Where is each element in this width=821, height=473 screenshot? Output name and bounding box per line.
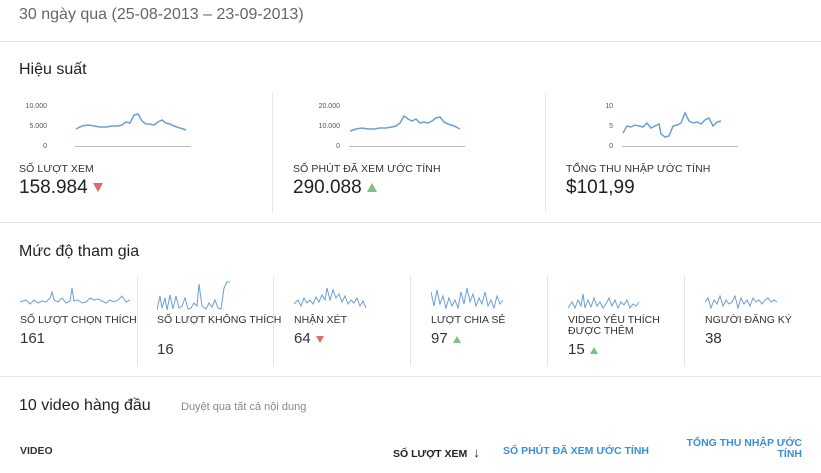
metric-label: LƯỢT CHIA SẺ — [431, 314, 506, 326]
baseline — [622, 146, 738, 147]
metric-watch-minutes[interactable]: 20.000 10.000 0 SỐ PHÚT ĐÃ XEM ƯỚC TÍNH … — [293, 92, 523, 222]
metric-earnings[interactable]: 10 5 0 TỔNG THU NHẬP ƯỚC TÍNH $101,99 — [566, 92, 796, 222]
metric-label: SỐ PHÚT ĐÃ XEM ƯỚC TÍNH — [293, 163, 441, 175]
metric-label: NHẬN XÉT — [294, 314, 348, 326]
metric-value: 38 — [705, 330, 722, 347]
metric-value: $101,99 — [566, 177, 635, 198]
browse-all-link[interactable]: Duyệt qua tất cả nội dung — [181, 401, 307, 413]
metric-label: SỐ LƯỢT XEM — [19, 163, 94, 175]
divider — [0, 222, 821, 223]
metric-value: 158.984 — [19, 177, 103, 199]
y-tick: 20.000 — [318, 103, 340, 110]
arrow-down-icon: ↓ — [473, 445, 480, 460]
separator — [410, 276, 411, 366]
metric-label: TỔNG THU NHẬP ƯỚC TÍNH — [566, 163, 711, 175]
y-tick: 5.000 — [29, 123, 47, 130]
top-videos-title: 10 video hàng đầu — [19, 397, 151, 414]
metric-favorites[interactable]: VIDEO YÊU THÍCH ĐƯỢC THÊM 15 — [568, 278, 698, 358]
separator — [273, 276, 274, 366]
shares-sparkline — [431, 287, 504, 310]
metric-likes[interactable]: SỐ LƯỢT CHỌN THÍCH 161 — [20, 278, 150, 358]
metric-value: 16 — [157, 341, 174, 358]
views-sparkline — [75, 113, 187, 131]
separator — [272, 93, 273, 212]
baseline — [349, 146, 465, 147]
y-tick: 0 — [609, 143, 613, 150]
metric-label: SỐ LƯỢT CHỌN THÍCH — [20, 314, 137, 326]
divider — [0, 41, 821, 42]
separator — [684, 276, 685, 366]
metric-shares[interactable]: LƯỢT CHIA SẺ 97 — [431, 278, 561, 358]
column-header-video: VIDEO — [20, 445, 53, 457]
trend-down-icon — [315, 335, 324, 343]
y-tick: 0 — [43, 143, 47, 150]
column-header-minutes[interactable]: SỐ PHÚT ĐÃ XEM ƯỚC TÍNH — [503, 445, 650, 457]
trend-up-icon — [366, 183, 377, 193]
metric-subscribers[interactable]: NGƯỜI ĐĂNG KÝ 38 — [705, 278, 821, 358]
metric-views[interactable]: 10.000 5.000 0 SỐ LƯỢT XEM 158.984 — [19, 92, 249, 222]
subscribers-sparkline — [705, 294, 778, 310]
metric-comments[interactable]: NHẬN XÉT 64 — [294, 278, 424, 358]
column-header-earnings[interactable]: TỔNG THU NHẬP ƯỚC TÍNH — [686, 437, 802, 460]
minutes-sparkline — [349, 114, 461, 132]
trend-up-icon — [452, 335, 461, 343]
column-header-views[interactable]: SỐ LƯỢT XEM ↓ — [393, 445, 480, 460]
earnings-sparkline — [622, 111, 722, 138]
separator — [545, 93, 546, 212]
y-tick: 10.000 — [318, 123, 340, 130]
comments-sparkline — [294, 287, 367, 309]
baseline — [75, 146, 191, 147]
metric-label: NGƯỜI ĐĂNG KÝ — [705, 314, 792, 326]
performance-title: Hiệu suất — [19, 61, 87, 78]
y-tick: 5 — [609, 123, 613, 130]
metric-value: 290.088 — [293, 177, 377, 199]
engagement-title: Mức độ tham gia — [19, 243, 140, 260]
dislikes-sparkline — [157, 281, 230, 310]
metric-value: 97 — [431, 330, 461, 347]
divider — [0, 376, 821, 377]
y-tick: 10 — [605, 103, 613, 110]
separator — [137, 276, 138, 366]
metric-value: 15 — [568, 341, 598, 358]
metric-value: 64 — [294, 330, 324, 347]
favorites-sparkline — [568, 293, 640, 310]
metric-label: VIDEO YÊU THÍCH ĐƯỢC THÊM — [568, 314, 660, 337]
separator — [547, 276, 548, 366]
trend-up-icon — [589, 346, 598, 354]
metric-value: 161 — [20, 330, 46, 347]
y-tick: 10.000 — [25, 103, 47, 110]
likes-sparkline — [20, 287, 131, 305]
metric-dislikes[interactable]: SỐ LƯỢT KHÔNG THÍCH 16 — [157, 278, 287, 358]
trend-down-icon — [92, 183, 103, 193]
metric-label: SỐ LƯỢT KHÔNG THÍCH — [157, 314, 282, 326]
y-tick: 0 — [336, 143, 340, 150]
date-range: 30 ngày qua (25-08-2013 – 23-09-2013) — [19, 6, 304, 23]
